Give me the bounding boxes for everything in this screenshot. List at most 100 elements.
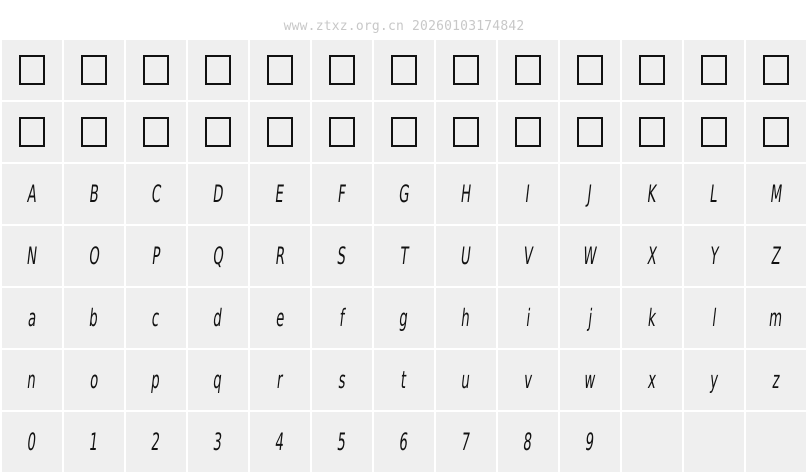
glyph-char: o xyxy=(88,366,100,394)
missing-glyph-box-icon xyxy=(577,117,603,147)
empty-cell xyxy=(746,412,806,472)
glyph-char: H xyxy=(459,180,473,208)
glyph-cell: Q xyxy=(188,226,248,286)
glyph-cell xyxy=(374,40,434,100)
glyph-char: n xyxy=(26,366,38,394)
glyph-cell: q xyxy=(188,350,248,410)
glyph-cell: P xyxy=(126,226,186,286)
glyph-cell xyxy=(560,102,620,162)
glyph-cell xyxy=(560,40,620,100)
glyph-cell: Y xyxy=(684,226,744,286)
glyph-cell: R xyxy=(250,226,310,286)
glyph-char: 2 xyxy=(150,428,162,456)
glyph-char: R xyxy=(273,242,287,270)
glyph-char: E xyxy=(274,180,286,208)
glyph-cell xyxy=(746,102,806,162)
glyph-cell: f xyxy=(312,288,372,348)
glyph-char: B xyxy=(87,180,101,208)
glyph-char: s xyxy=(336,366,348,394)
glyph-cell xyxy=(436,40,496,100)
glyph-cell: v xyxy=(498,350,558,410)
glyph-cell xyxy=(250,40,310,100)
glyph-cell: y xyxy=(684,350,744,410)
glyph-cell: w xyxy=(560,350,620,410)
glyph-char: S xyxy=(336,242,348,270)
glyph-cell: L xyxy=(684,164,744,224)
glyph-char: m xyxy=(767,304,785,332)
glyph-cell: i xyxy=(498,288,558,348)
glyph-cell: g xyxy=(374,288,434,348)
glyph-cell xyxy=(2,102,62,162)
missing-glyph-box-icon xyxy=(143,117,169,147)
glyph-char: y xyxy=(708,366,720,394)
glyph-cell xyxy=(684,40,744,100)
missing-glyph-box-icon xyxy=(639,117,665,147)
glyph-cell xyxy=(684,102,744,162)
glyph-cell xyxy=(622,40,682,100)
glyph-char: U xyxy=(459,242,473,270)
glyph-char: r xyxy=(275,366,285,394)
glyph-char: z xyxy=(770,366,782,394)
missing-glyph-box-icon xyxy=(205,117,231,147)
missing-glyph-box-icon xyxy=(515,117,541,147)
glyph-cell xyxy=(498,102,558,162)
glyph-cell xyxy=(312,40,372,100)
glyph-char: N xyxy=(25,242,39,270)
glyph-char: K xyxy=(646,180,658,208)
glyph-cell: G xyxy=(374,164,434,224)
glyph-char: 9 xyxy=(584,428,596,456)
glyph-cell: B xyxy=(64,164,124,224)
glyph-char: k xyxy=(646,304,658,332)
glyph-cell: j xyxy=(560,288,620,348)
glyph-char: M xyxy=(768,180,784,208)
glyph-char: w xyxy=(582,366,598,394)
missing-glyph-box-icon xyxy=(391,117,417,147)
empty-cell xyxy=(684,412,744,472)
glyph-char: V xyxy=(521,242,535,270)
glyph-char: j xyxy=(586,304,594,332)
glyph-cell: 2 xyxy=(126,412,186,472)
glyph-char: 1 xyxy=(88,428,100,456)
glyph-cell: 7 xyxy=(436,412,496,472)
glyph-char: 3 xyxy=(212,428,224,456)
glyph-char: O xyxy=(87,242,101,270)
glyph-char: 4 xyxy=(274,428,286,456)
glyph-char: A xyxy=(25,180,39,208)
glyph-char: t xyxy=(399,366,409,394)
glyph-cell xyxy=(746,40,806,100)
glyph-char: i xyxy=(524,304,532,332)
glyph-cell xyxy=(374,102,434,162)
glyph-char: D xyxy=(211,180,225,208)
glyph-cell: 5 xyxy=(312,412,372,472)
glyph-cell: 3 xyxy=(188,412,248,472)
glyph-cell: l xyxy=(684,288,744,348)
glyph-cell xyxy=(498,40,558,100)
glyph-cell: W xyxy=(560,226,620,286)
glyph-char: g xyxy=(398,304,410,332)
glyph-cell: 6 xyxy=(374,412,434,472)
glyph-char: q xyxy=(212,366,224,394)
glyph-char: X xyxy=(645,242,659,270)
glyph-cell: e xyxy=(250,288,310,348)
glyph-char: h xyxy=(460,304,472,332)
glyph-char: L xyxy=(708,180,720,208)
glyph-cell: a xyxy=(2,288,62,348)
glyph-cell xyxy=(250,102,310,162)
glyph-char: a xyxy=(26,304,38,332)
glyph-char: v xyxy=(522,366,534,394)
glyph-char: 6 xyxy=(398,428,410,456)
glyph-cell: I xyxy=(498,164,558,224)
glyph-cell: M xyxy=(746,164,806,224)
glyph-cell: J xyxy=(560,164,620,224)
glyph-char: e xyxy=(274,304,286,332)
glyph-cell: V xyxy=(498,226,558,286)
glyph-cell: r xyxy=(250,350,310,410)
glyph-cell: E xyxy=(250,164,310,224)
glyph-cell: d xyxy=(188,288,248,348)
glyph-cell: b xyxy=(64,288,124,348)
glyph-cell: A xyxy=(2,164,62,224)
glyph-cell xyxy=(2,40,62,100)
missing-glyph-box-icon xyxy=(515,55,541,85)
missing-glyph-box-icon xyxy=(639,55,665,85)
